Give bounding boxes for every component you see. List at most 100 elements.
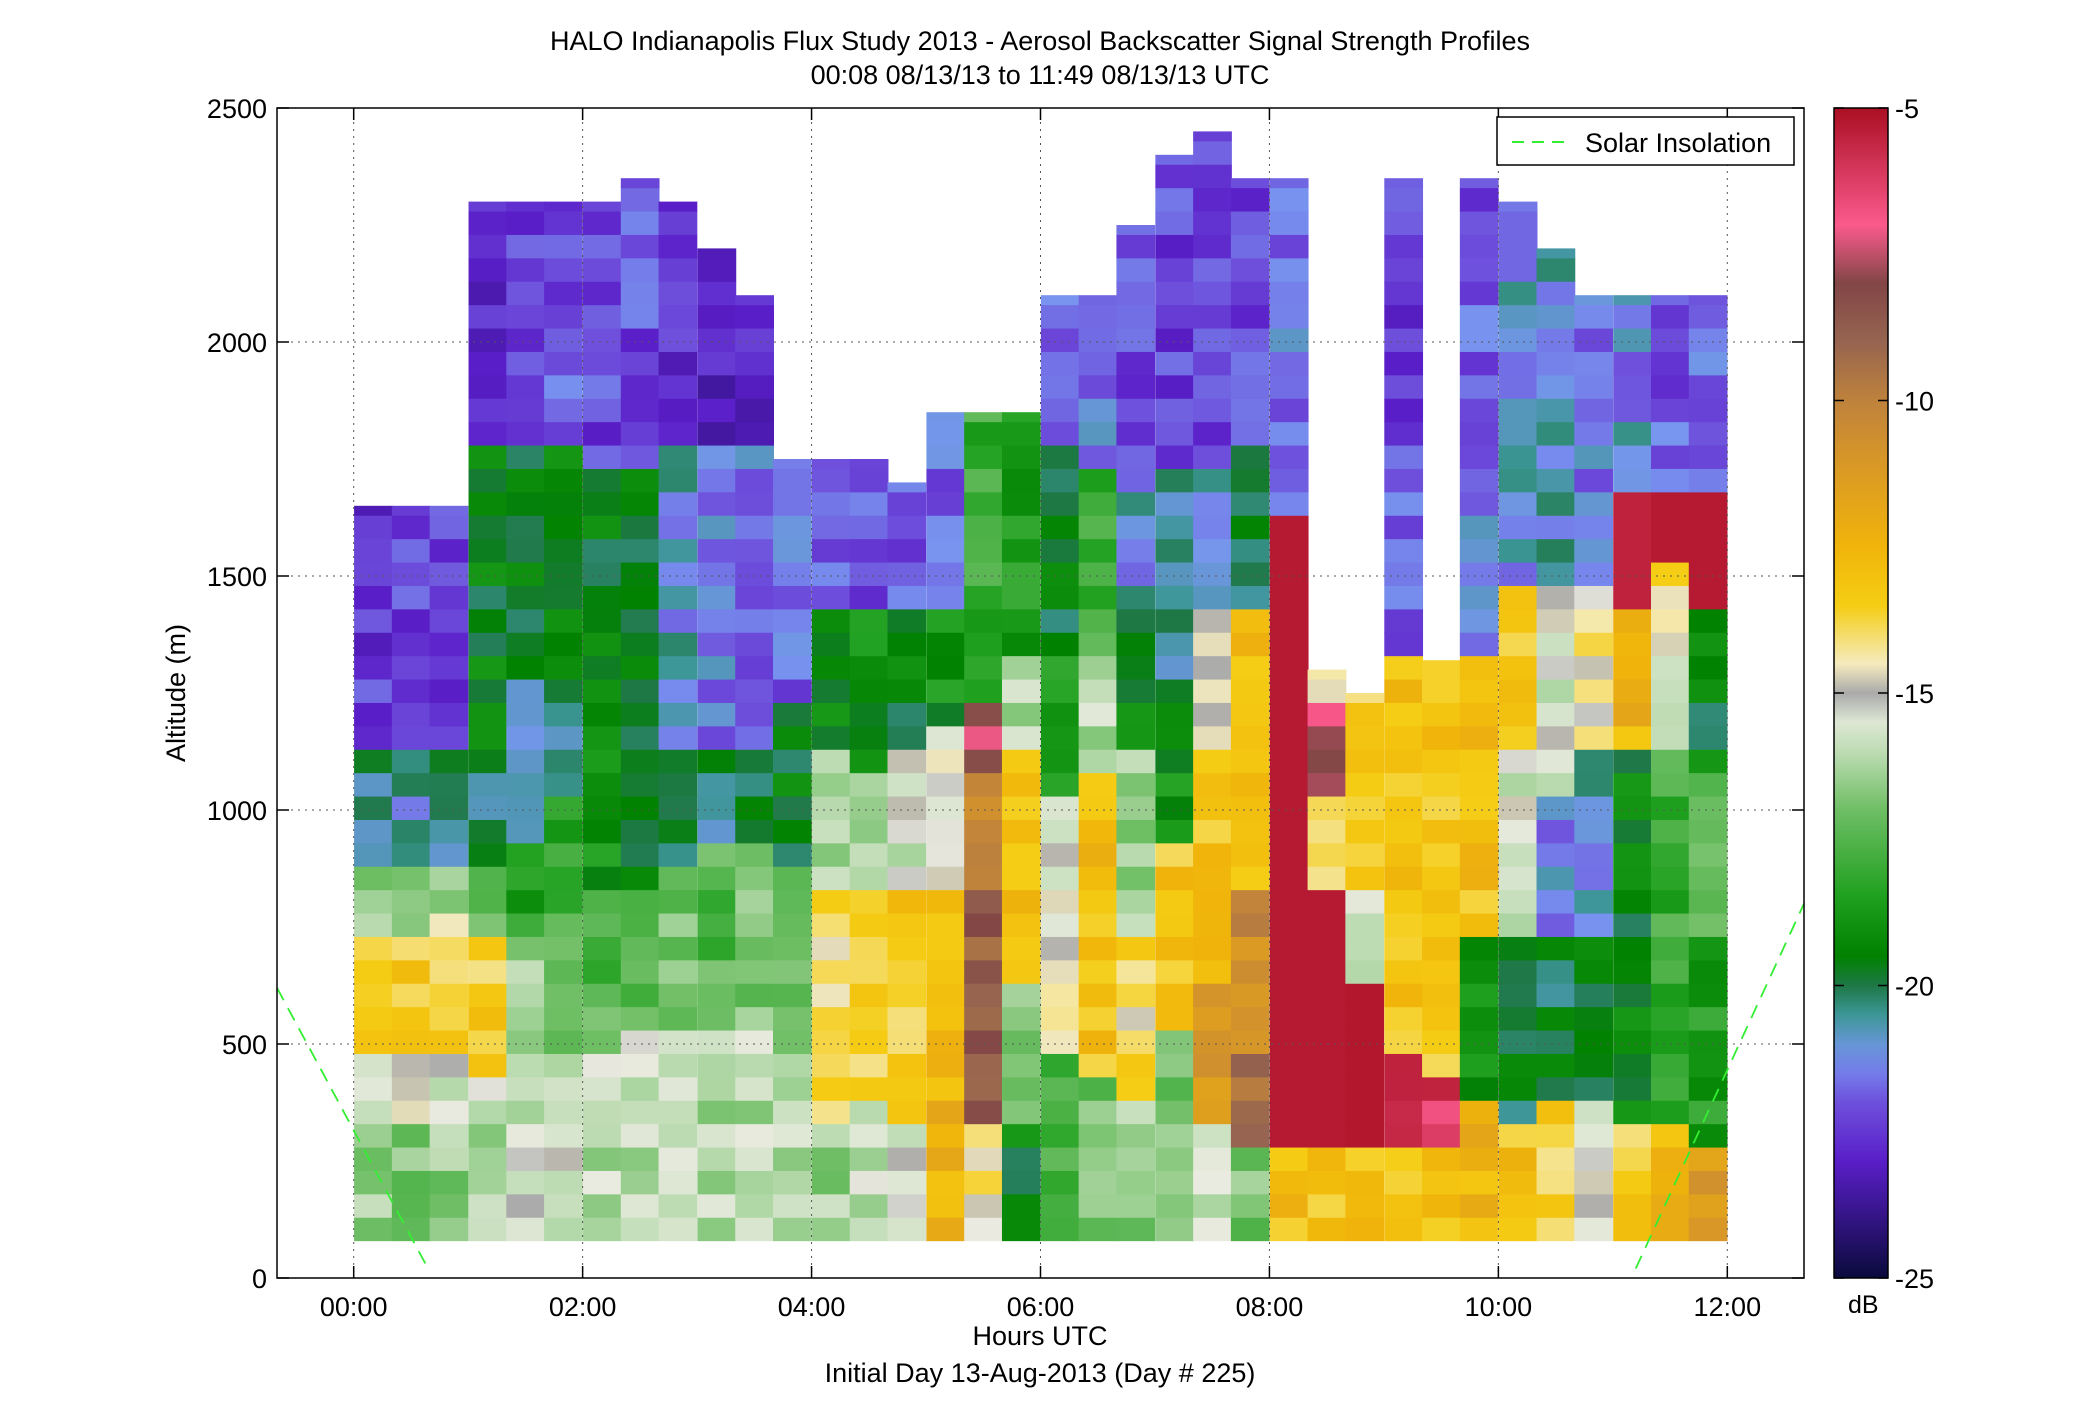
heatmap-cell [964,983,1003,1008]
heatmap-cell [1230,1076,1270,1101]
heatmap-cell [1116,842,1156,867]
heatmap-cell [1498,1029,1538,1054]
heatmap-cell [1651,561,1690,586]
heatmap-cell [1193,936,1232,961]
heatmap-cell [506,702,546,727]
heatmap-cell [1498,866,1538,891]
heatmap-cell [544,889,583,914]
heatmap-cell [1116,936,1156,961]
heatmap-cell [583,795,622,820]
heatmap-cell [1155,936,1195,961]
heatmap-cell [1269,772,1309,797]
heatmap-cell [468,1123,508,1148]
heatmap-cell [391,983,431,1008]
heatmap-cell [887,772,927,797]
heatmap-cell [1193,959,1232,984]
heatmap-cell [773,795,812,820]
heatmap-cell [887,983,927,1008]
heatmap-cell [926,749,966,774]
heatmap-cell [1498,585,1538,610]
heatmap-cell [735,1217,774,1242]
heatmap-cell [1230,304,1270,329]
heatmap-cell [849,912,889,937]
heatmap-cell [1422,1217,1461,1242]
heatmap-cell [1688,1053,1728,1078]
heatmap-cell [1230,725,1270,750]
heatmap-cell [1307,1029,1347,1054]
heatmap-cell [583,1193,622,1218]
heatmap-cell [583,725,622,750]
heatmap-cell [1498,1170,1538,1195]
heatmap-cell [1459,281,1499,306]
heatmap-cell [1459,468,1499,493]
heatmap-cell [1613,1029,1652,1054]
heatmap-cell [1613,1146,1652,1171]
heatmap-cell [583,234,622,259]
heatmap-cell [468,281,508,306]
heatmap-cell [620,444,660,469]
heatmap-cell [620,1100,660,1125]
heatmap-cell [620,210,660,235]
heatmap-cell [468,1006,508,1031]
chart-title: HALO Indianapolis Flux Study 2013 - Aero… [550,26,1530,56]
heatmap-cell [773,866,812,891]
heatmap-cell [1193,983,1232,1008]
heatmap-cell [544,608,583,633]
heatmap-cell [1459,1029,1499,1054]
heatmap-cell [1269,234,1309,259]
heatmap-cell [926,866,966,891]
heatmap-cell [391,1170,431,1195]
heatmap-cell [1040,959,1080,984]
heatmap-cell [1613,1170,1652,1195]
heatmap-cell [620,632,660,657]
heatmap-cell [1078,304,1118,329]
heatmap-cell [1498,725,1538,750]
heatmap-cell [1688,772,1728,797]
heatmap-cell [354,632,393,657]
heatmap-cell [811,912,851,937]
heatmap-cell [391,608,431,633]
heatmap-cell [506,515,546,540]
heatmap-cell [1040,468,1080,493]
heatmap-cell [544,1100,583,1125]
heatmap-cell [1155,398,1195,423]
heatmap-cell [849,491,889,516]
heatmap-cell [697,374,737,399]
heatmap-cell [1193,655,1232,680]
heatmap-cell [1536,983,1576,1008]
heatmap-cell [354,1053,393,1078]
heatmap-cell [1688,632,1728,657]
heatmap-cell [1536,561,1576,586]
heatmap-cell [697,1123,737,1148]
heatmap-cell [1155,678,1195,703]
heatmap-cell [1384,585,1424,610]
heatmap-cell [1688,842,1728,867]
heatmap-cell [391,1100,431,1125]
heatmap-cell [1613,295,1652,306]
heatmap-cell [735,421,774,446]
heatmap-cell [1651,444,1690,469]
heatmap-cell [887,749,927,774]
heatmap-cell [391,678,431,703]
heatmap-cell [1230,178,1270,189]
heatmap-cell [1422,678,1461,703]
heatmap-cell [583,538,622,563]
heatmap-cell [1307,772,1347,797]
colorbar: -5 -10 -15 -20 -25 dB [1833,94,1934,1319]
heatmap-cell [1384,1006,1424,1031]
heatmap-cell [1536,936,1576,961]
heatmap-cell [926,1146,966,1171]
heatmap-cell [1001,538,1041,563]
heatmap-cell [1384,936,1424,961]
heatmap-cell [1193,1100,1232,1125]
heatmap-cell [1269,983,1309,1008]
heatmap-cell [583,468,622,493]
heatmap-cell [1536,1193,1576,1218]
heatmap-cell [468,585,508,610]
heatmap-cell [658,374,698,399]
heatmap-cell [735,374,774,399]
heatmap-cell [1688,1076,1728,1101]
heatmap-cell [1078,1006,1118,1031]
heatmap-cell [1651,1146,1690,1171]
heatmap-cell [583,936,622,961]
